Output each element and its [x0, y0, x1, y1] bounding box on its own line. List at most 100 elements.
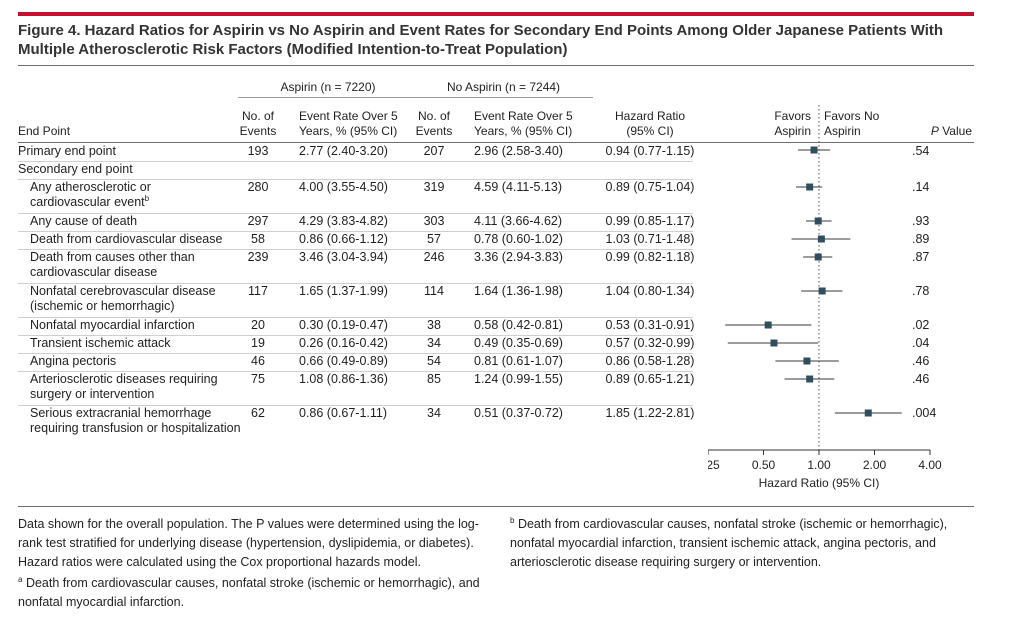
hr-marker	[764, 321, 772, 329]
hr-marker	[814, 217, 822, 225]
title-rule	[18, 65, 974, 66]
row-label-line2: (ischemic or hemorrhagic)	[30, 299, 174, 314]
cell-aspirin-rate: 4.00 (3.55-4.50)	[299, 180, 388, 194]
hr-marker	[770, 339, 778, 347]
cell-aspirin-events: 280	[247, 180, 269, 194]
cell-hazard-ratio: 0.53 (0.31-0.91)	[605, 318, 695, 332]
row-label: Any atherosclerotic or	[30, 180, 151, 194]
group-aspirin-line	[238, 97, 418, 98]
cell-p-value: .02	[912, 318, 930, 332]
cell-no-aspirin-rate: 1.64 (1.36-1.98)	[474, 284, 563, 298]
group-aspirin: Aspirin (n = 7220)	[280, 80, 376, 94]
cell-hazard-ratio: 1.04 (0.80-1.34)	[605, 284, 695, 298]
cell-p-value: .54	[912, 144, 930, 158]
row-label-line2-text: cardiovascular event	[30, 195, 145, 209]
cell-no-aspirin-rate: 2.96 (2.58-3.40)	[474, 144, 563, 158]
header-favors-no-aspirin: Favors No Aspirin	[824, 109, 880, 138]
cell-no-aspirin-rate: 1.24 (0.99-1.55)	[474, 372, 563, 386]
cell-no-aspirin-events: 54	[427, 354, 441, 368]
cell-no-aspirin-rate: 0.51 (0.37-0.72)	[474, 406, 563, 420]
cell-no-aspirin-rate: 0.58 (0.42-0.81)	[474, 318, 563, 332]
header-aspirin-events: No. of Events	[239, 109, 277, 138]
row-label: Nonfatal myocardial infarction	[30, 318, 195, 332]
hr-marker	[806, 183, 814, 191]
row-divider	[18, 161, 693, 162]
x-tick-label: 0.50	[752, 458, 776, 472]
figure-4: Figure 4. Hazard Ratios for Aspirin vs N…	[18, 0, 974, 620]
footnote-rule	[18, 506, 974, 507]
cell-hazard-ratio: 0.94 (0.77-1.15)	[605, 144, 695, 158]
cell-aspirin-events: 20	[251, 318, 265, 332]
cell-no-aspirin-rate: 0.81 (0.61-1.07)	[474, 354, 563, 368]
cell-no-aspirin-events: 34	[427, 336, 441, 350]
accent-bar	[18, 12, 974, 16]
row-divider	[18, 179, 693, 180]
cell-hazard-ratio: 1.85 (1.22-2.81)	[605, 406, 695, 420]
row-label-line2-text: cardiovascular disease	[30, 265, 158, 279]
row-label: Any cause of death	[30, 214, 138, 228]
cell-aspirin-rate: 3.46 (3.04-3.94)	[299, 250, 388, 264]
cell-hazard-ratio: 0.89 (0.65-1.21)	[605, 372, 695, 386]
cell-no-aspirin-events: 319	[423, 180, 445, 194]
cell-no-aspirin-rate: 4.11 (3.66-4.62)	[474, 214, 563, 228]
cell-p-value: .004	[912, 406, 937, 420]
hr-marker	[818, 287, 826, 295]
cell-aspirin-events: 239	[247, 250, 269, 264]
hr-marker	[803, 357, 811, 365]
header-p-value: P Value	[930, 124, 972, 138]
header-no-aspirin-rate: Event Rate Over 5 Years, % (95% CI)	[474, 109, 573, 138]
cell-p-value: .46	[912, 354, 930, 368]
cell-aspirin-events: 19	[251, 336, 265, 350]
row-divider	[18, 371, 693, 372]
row-label-line2: cardiovascular eventb	[30, 193, 150, 210]
footnote-main-text: Data shown for the overall population. T…	[18, 517, 479, 569]
row-label: Nonfatal cerebrovascular disease	[30, 284, 216, 298]
hr-marker	[864, 409, 872, 417]
footnote-b: b Death from cardiovascular causes, nonf…	[510, 515, 972, 572]
cell-hazard-ratio: 0.89 (0.75-1.04)	[605, 180, 695, 194]
cell-aspirin-events: 117	[248, 284, 268, 298]
cell-no-aspirin-events: 57	[427, 232, 441, 246]
row-label: Arteriosclerotic diseases requiring	[30, 372, 218, 386]
row-label-line2-text: surgery or intervention	[30, 387, 155, 401]
row-label: Primary end point	[18, 144, 116, 158]
hr-marker	[817, 235, 825, 243]
cell-aspirin-events: 58	[251, 232, 265, 246]
row-label-line2: cardiovascular disease	[30, 265, 157, 280]
x-axis-label: Hazard Ratio (95% CI)	[759, 476, 880, 490]
cell-aspirin-rate: 0.86 (0.67-1.11)	[299, 406, 388, 420]
x-tick-label: 2.00	[863, 458, 887, 472]
cell-no-aspirin-events: 85	[427, 372, 441, 386]
cell-aspirin-events: 75	[251, 372, 265, 386]
cell-p-value: .14	[912, 180, 930, 194]
row-divider	[18, 317, 693, 318]
forest-plot: 0.25 0.50 1.00 2.00 4.00 Hazard Ratio (95% CI…	[708, 105, 942, 490]
row-label-line2: requiring transfusion or hospitalization	[30, 421, 241, 436]
row-label: Transient ischemic attack	[30, 336, 171, 350]
cell-aspirin-rate: 1.65 (1.37-1.99)	[299, 284, 388, 298]
row-divider	[18, 353, 693, 354]
header-hazard-ratio: Hazard Ratio (95% CI)	[614, 109, 686, 138]
hr-marker	[806, 375, 814, 383]
cell-no-aspirin-rate: 3.36 (2.94-3.83)	[474, 250, 563, 264]
row-label-line2-text: (ischemic or hemorrhagic)	[30, 299, 175, 313]
cell-no-aspirin-rate: 0.78 (0.60-1.02)	[474, 232, 563, 246]
row-label-line2-text: requiring transfusion or hospitalization	[30, 421, 241, 435]
row-label: Death from cardiovascular disease	[30, 232, 223, 246]
row-label-footnote-mark: b	[144, 193, 150, 203]
cell-p-value: .78	[912, 284, 930, 298]
cell-hazard-ratio: 0.99 (0.85-1.17)	[605, 214, 695, 228]
cell-hazard-ratio: 0.99 (0.82-1.18)	[605, 250, 695, 264]
cell-aspirin-rate: 0.66 (0.49-0.89)	[299, 354, 388, 368]
x-tick-label: 1.00	[807, 458, 831, 472]
cell-aspirin-rate: 4.29 (3.83-4.82)	[299, 214, 388, 228]
cell-no-aspirin-events: 207	[423, 144, 445, 158]
group-no-aspirin-line	[413, 97, 593, 98]
forest-axis-group: 0.25 0.50 1.00 2.00 4.00 Hazard Ratio (95% CI…	[708, 105, 942, 490]
cell-aspirin-events: 62	[251, 406, 265, 420]
cell-no-aspirin-rate: 4.59 (4.11-5.13)	[474, 180, 563, 194]
footnote-b-text: Death from cardiovascular causes, nonfat…	[510, 517, 948, 569]
cell-hazard-ratio: 1.03 (0.71-1.48)	[605, 232, 695, 246]
cell-no-aspirin-events: 114	[424, 284, 444, 298]
cell-p-value: .87	[912, 250, 930, 264]
